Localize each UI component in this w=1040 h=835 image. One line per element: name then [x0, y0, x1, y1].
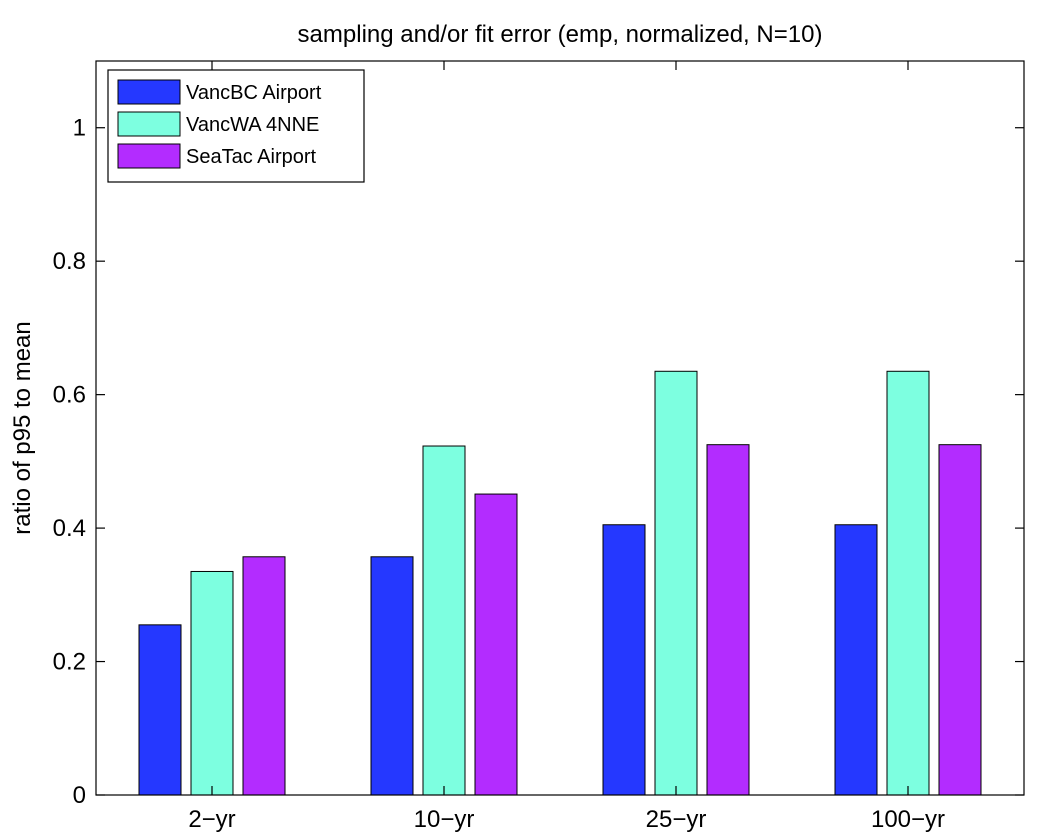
bar-vancwa-4nne-4 — [886, 370, 930, 796]
y-tick-label: 0.4 — [53, 515, 86, 542]
y-tick-label: 0.8 — [53, 248, 86, 275]
legend: VancBC Airport VancWA 4NNE SeaTac Airport — [107, 69, 365, 183]
x-tick-label: 10−yr — [414, 806, 475, 833]
legend-label-vancbc-airport: VancBC Airport — [186, 82, 322, 104]
legend-swatch-seatac-airport — [117, 143, 181, 169]
bar-seatac-airport-1 — [242, 556, 286, 796]
axes-box — [95, 60, 1025, 796]
y-tick-label: 1 — [73, 115, 86, 142]
bar-vancwa-4nne-3 — [654, 370, 698, 796]
x-tick-label: 100−yr — [871, 806, 945, 833]
bar-vancbc-airport-1 — [138, 624, 182, 796]
chart-title: sampling and/or fit error (emp, normaliz… — [298, 21, 823, 48]
axes-layer: 0 0.2 0.4 0.6 0.8 1 2−yr 10−yr 25−yr 100−yr — [53, 60, 1025, 833]
legend-swatch-vancwa-4nne — [117, 111, 181, 137]
bars-layer — [138, 370, 982, 796]
bar-vancbc-airport-4 — [834, 524, 878, 796]
legend-label-vancwa-4nne: VancWA 4NNE — [186, 114, 319, 136]
y-tick-label: 0.2 — [53, 649, 86, 676]
legend-swatch-vancbc-airport — [117, 79, 181, 105]
bar-vancwa-4nne-2 — [422, 445, 466, 796]
legend-label-seatac-airport: SeaTac Airport — [186, 146, 317, 168]
x-tick-label: 2−yr — [188, 806, 235, 833]
y-tick-label: 0.6 — [53, 382, 86, 409]
bar-vancbc-airport-3 — [602, 524, 646, 796]
y-axis-label: ratio of p95 to mean — [9, 321, 36, 534]
y-tick-label: 0 — [73, 782, 86, 809]
bar-vancbc-airport-2 — [370, 556, 414, 796]
bar-vancwa-4nne-1 — [190, 570, 234, 796]
bar-seatac-airport-3 — [706, 444, 750, 796]
x-tick-label: 25−yr — [646, 806, 707, 833]
bar-seatac-airport-4 — [938, 444, 982, 796]
bar-seatac-airport-2 — [474, 493, 518, 796]
